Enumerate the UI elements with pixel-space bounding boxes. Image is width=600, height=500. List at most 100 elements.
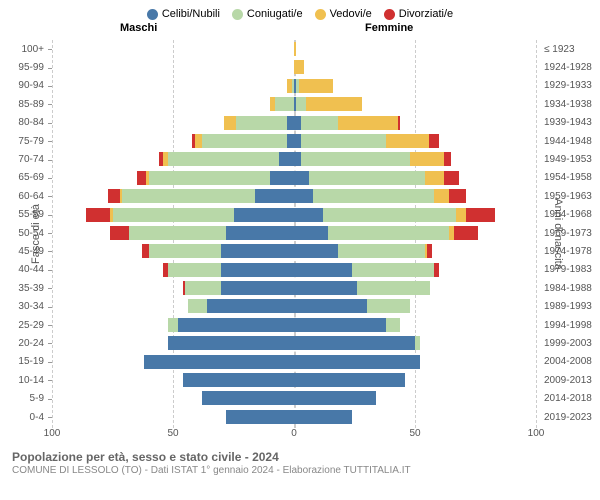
pyramid-row: 55-591964-1968 — [0, 206, 600, 224]
bar-segment — [367, 299, 411, 313]
bar-segment — [202, 134, 287, 148]
bar-segment — [434, 189, 449, 203]
bar-segment — [456, 208, 466, 222]
bar-segment — [301, 116, 337, 130]
bar-segment — [188, 299, 207, 313]
male-bar — [52, 281, 294, 295]
bar-segment — [275, 97, 294, 111]
age-label: 95-99 — [0, 62, 48, 73]
female-bar — [294, 208, 536, 222]
bar-segment — [352, 263, 434, 277]
x-tick: 50 — [167, 428, 178, 439]
male-bar — [52, 244, 294, 258]
legend: Celibi/NubiliConiugati/eVedovi/eDivorzia… — [0, 0, 600, 22]
bar-segment — [168, 263, 221, 277]
bar-group — [52, 150, 536, 168]
age-label: 65-69 — [0, 172, 48, 183]
bar-segment — [287, 134, 294, 148]
female-bar — [294, 336, 536, 350]
bar-segment — [137, 171, 147, 185]
bar-segment — [168, 336, 294, 350]
bar-segment — [429, 134, 439, 148]
male-bar — [52, 355, 294, 369]
bar-group — [52, 58, 536, 76]
bar-segment — [234, 208, 295, 222]
bar-segment — [185, 281, 221, 295]
bar-group — [52, 169, 536, 187]
pyramid-row: 95-991924-1928 — [0, 58, 600, 76]
female-bar — [294, 134, 536, 148]
bar-segment — [294, 134, 301, 148]
bar-segment — [168, 318, 178, 332]
birth-year-label: 1999-2003 — [540, 338, 600, 349]
chart-subtitle: COMUNE DI LESSOLO (TO) - Dati ISTAT 1° g… — [12, 465, 588, 476]
chart-title: Popolazione per età, sesso e stato civil… — [12, 450, 588, 464]
female-bar — [294, 171, 536, 185]
female-bar — [294, 97, 536, 111]
bar-segment — [313, 189, 434, 203]
bar-group — [52, 187, 536, 205]
age-label: 35-39 — [0, 283, 48, 294]
bar-segment — [454, 226, 478, 240]
age-label: 75-79 — [0, 136, 48, 147]
birth-year-label: 1994-1998 — [540, 320, 600, 331]
birth-year-label: 1959-1963 — [540, 191, 600, 202]
age-label: 30-34 — [0, 301, 48, 312]
pyramid-row: 0-42019-2023 — [0, 408, 600, 426]
bar-group — [52, 389, 536, 407]
bar-segment — [221, 244, 294, 258]
bar-group — [52, 40, 536, 58]
bar-segment — [149, 244, 222, 258]
bar-group — [52, 261, 536, 279]
birth-year-label: 1989-1993 — [540, 301, 600, 312]
female-bar — [294, 189, 536, 203]
age-label: 100+ — [0, 44, 48, 55]
legend-swatch — [232, 9, 243, 20]
bar-segment — [386, 134, 430, 148]
age-label: 45-49 — [0, 246, 48, 257]
pyramid-row: 70-741949-1953 — [0, 150, 600, 168]
bar-segment — [425, 171, 444, 185]
male-bar — [52, 116, 294, 130]
age-label: 40-44 — [0, 264, 48, 275]
pyramid-row: 20-24 1999-2003 — [0, 334, 600, 352]
bar-segment — [338, 244, 425, 258]
age-label: 0-4 — [0, 412, 48, 423]
age-label: 70-74 — [0, 154, 48, 165]
x-axis: 10050050100 — [0, 428, 600, 444]
female-bar — [294, 299, 536, 313]
population-pyramid-chart: Celibi/NubiliConiugati/eVedovi/eDivorzia… — [0, 0, 600, 500]
pyramid-row: 45-491974-1978 — [0, 242, 600, 260]
bar-segment — [207, 299, 294, 313]
male-bar — [52, 318, 294, 332]
legend-item: Celibi/Nubili — [147, 8, 220, 20]
bar-segment — [221, 281, 294, 295]
bar-segment — [294, 244, 338, 258]
female-bar — [294, 391, 536, 405]
bar-segment — [444, 171, 459, 185]
bar-segment — [294, 391, 376, 405]
bar-group — [52, 353, 536, 371]
bar-segment — [294, 373, 405, 387]
header-male: Maschi — [120, 22, 157, 34]
bar-group — [52, 242, 536, 260]
pyramid-row: 30-34 1989-1993 — [0, 297, 600, 315]
bar-group — [52, 334, 536, 352]
pyramid-row: 75-791944-1948 — [0, 132, 600, 150]
bar-segment — [434, 263, 439, 277]
bar-group — [52, 408, 536, 426]
bar-segment — [398, 116, 400, 130]
age-label: 20-24 — [0, 338, 48, 349]
male-bar — [52, 373, 294, 387]
male-bar — [52, 79, 294, 93]
bar-segment — [328, 226, 449, 240]
bar-segment — [279, 152, 294, 166]
bar-segment — [195, 134, 202, 148]
x-tick: 100 — [528, 428, 545, 439]
birth-year-label: 1979-1983 — [540, 264, 600, 275]
bar-segment — [294, 189, 313, 203]
bar-segment — [168, 152, 279, 166]
bar-segment — [294, 171, 309, 185]
birth-year-label: 1964-1968 — [540, 209, 600, 220]
bar-segment — [202, 391, 294, 405]
